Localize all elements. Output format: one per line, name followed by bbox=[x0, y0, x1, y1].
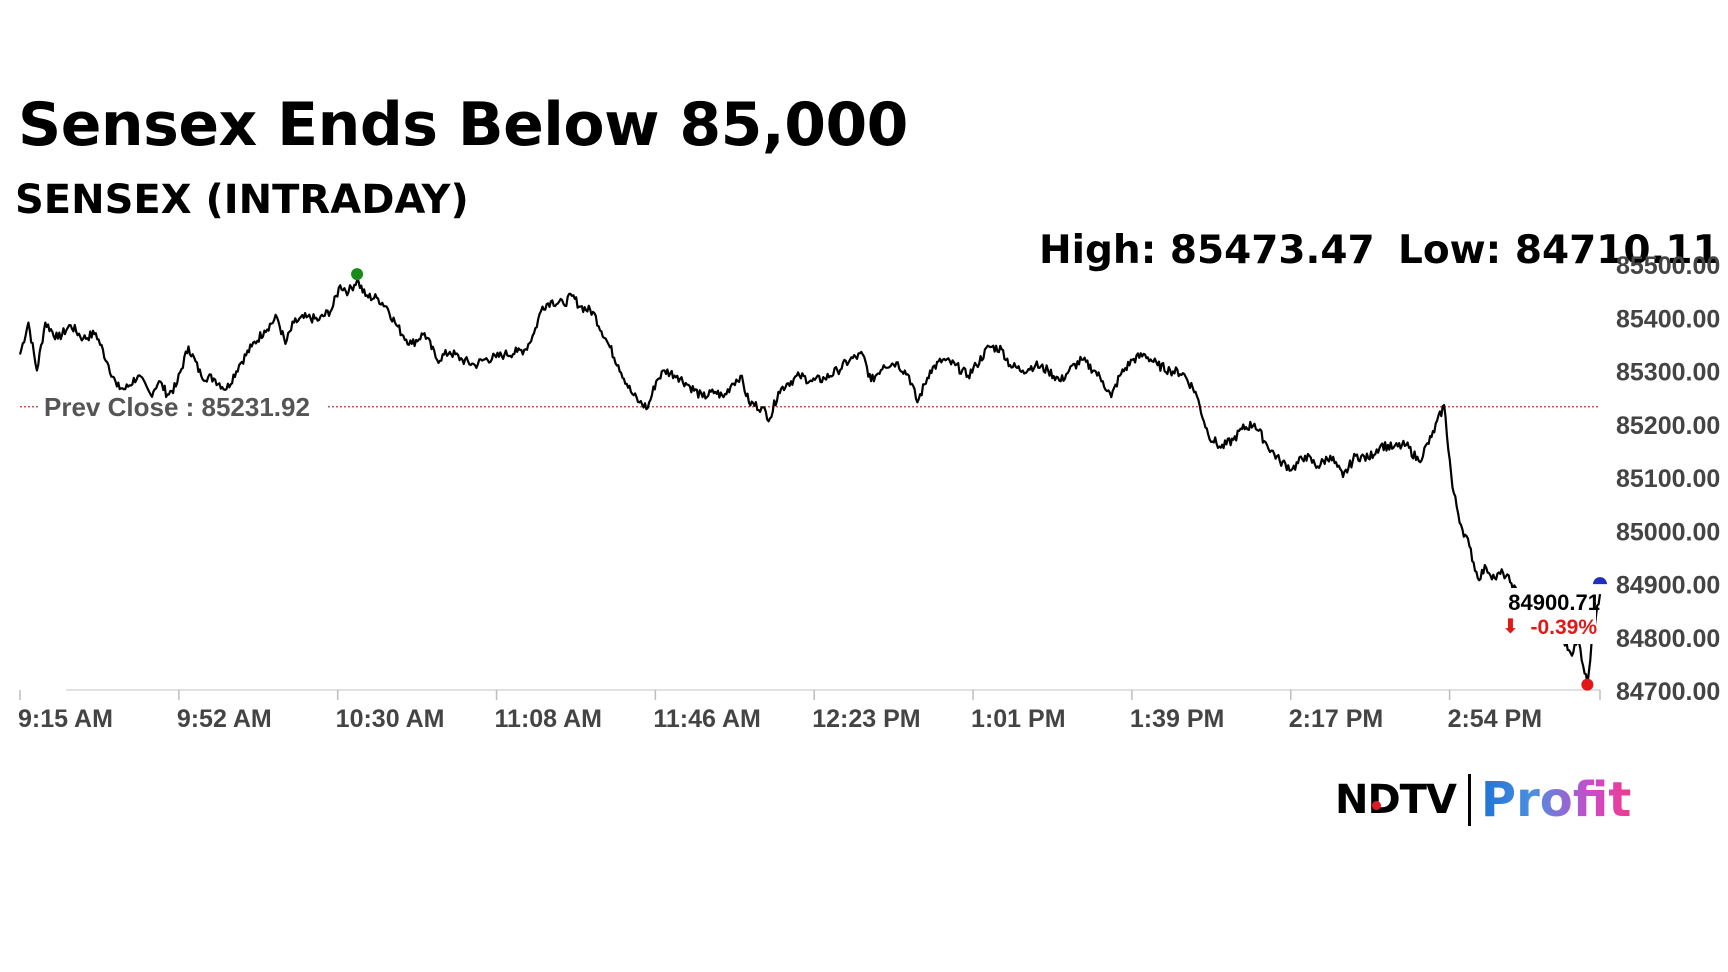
x-tick-label: 11:46 AM bbox=[653, 705, 760, 733]
day-high-marker bbox=[351, 268, 364, 281]
y-tick-label: 84800.00 bbox=[1616, 625, 1720, 653]
y-tick-label: 85200.00 bbox=[1616, 412, 1720, 440]
x-tick-label: 2:54 PM bbox=[1448, 705, 1542, 733]
y-axis: 85500.00 85400.00 85300.00 85200.00 85100.00… bbox=[1616, 252, 1720, 706]
y-tick-label: 85500.00 bbox=[1616, 252, 1720, 280]
ndtv-dot-icon bbox=[1372, 801, 1381, 810]
y-tick-label: 85400.00 bbox=[1616, 305, 1720, 333]
y-tick-label: 85100.00 bbox=[1616, 465, 1720, 493]
markers-group: 84900.71⬇ -0.39% bbox=[351, 268, 1607, 691]
ndtv-profit-logo: NDTV Profit bbox=[1335, 770, 1631, 830]
change-percent-label: -0.39% bbox=[1530, 616, 1597, 639]
x-tick-label: 9:15 AM bbox=[18, 705, 113, 733]
last-value-label: 84900.71 bbox=[1508, 590, 1600, 615]
chart-subtitle: SENSEX (INTRADAY) bbox=[15, 177, 469, 223]
high-value-label: High: 85473.47 bbox=[1039, 228, 1375, 273]
x-tick-label: 9:52 AM bbox=[177, 705, 272, 733]
current-value-marker bbox=[1593, 577, 1607, 585]
profit-wordmark: Profit bbox=[1480, 772, 1632, 828]
prev-close-label-bg bbox=[38, 388, 326, 425]
x-tick-label: 2:17 PM bbox=[1289, 705, 1383, 733]
x-tick-label: 10:30 AM bbox=[336, 705, 445, 733]
day-low-marker bbox=[1581, 678, 1594, 691]
x-axis: 9:15 AM 9:52 AM 10:30 AM 11:08 AM 11:46 AM 12… bbox=[18, 689, 1601, 733]
y-tick-label: 84700.00 bbox=[1616, 678, 1720, 706]
x-tick-label: 11:08 AM bbox=[495, 705, 602, 733]
prev-close-group: Prev Close : 85231.92 bbox=[20, 388, 1600, 425]
chart-title: Sensex Ends Below 85,000 bbox=[18, 90, 908, 160]
y-tick-label: 84900.00 bbox=[1616, 572, 1720, 600]
series-group bbox=[18, 278, 1602, 686]
sensex-price-line bbox=[18, 278, 1602, 686]
down-arrow-icon: ⬇ bbox=[1502, 614, 1519, 638]
ndtv-wordmark: NDTV bbox=[1335, 777, 1457, 823]
logo-divider bbox=[1467, 774, 1471, 826]
x-tick-label: 12:23 PM bbox=[812, 705, 920, 733]
x-tick-label: 1:01 PM bbox=[971, 705, 1065, 733]
y-tick-label: 85000.00 bbox=[1616, 518, 1720, 546]
low-value-label: Low: 84710.11 bbox=[1398, 228, 1720, 273]
prev-close-label: Prev Close : 85231.92 bbox=[44, 392, 310, 422]
last-value-label-bg bbox=[1504, 588, 1596, 644]
x-tick-label: 1:39 PM bbox=[1130, 705, 1224, 733]
y-tick-label: 85300.00 bbox=[1616, 359, 1720, 387]
